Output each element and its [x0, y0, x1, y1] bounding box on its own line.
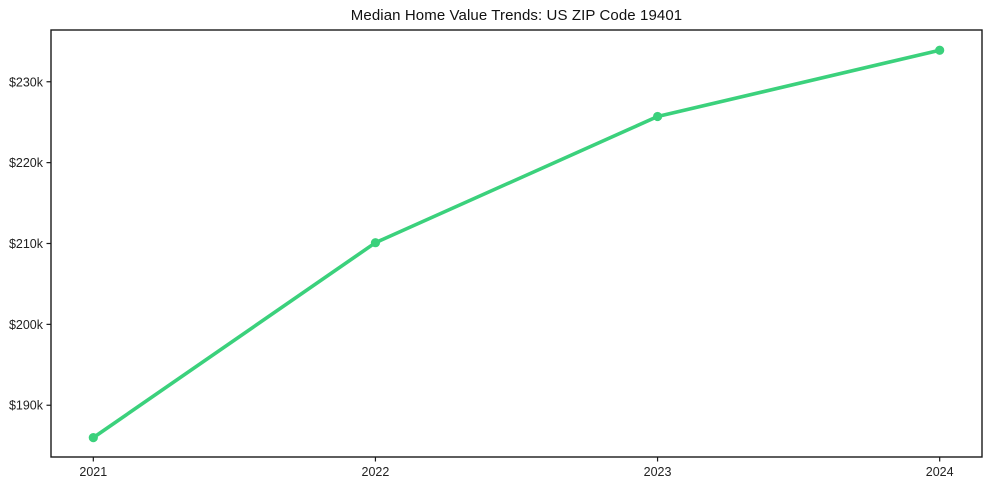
plot-area-border: [50, 29, 983, 458]
x-axis-tick-label: 2022: [362, 465, 390, 479]
y-axis-tick-label: $200k: [9, 318, 44, 332]
y-axis-tick-label: $210k: [9, 237, 44, 251]
x-axis-tick-label: 2023: [644, 465, 672, 479]
y-axis-tick-label: $220k: [9, 156, 44, 170]
y-axis-tick-label: $230k: [9, 75, 44, 89]
data-point-marker: [88, 432, 98, 443]
y-axis-tick-label: $190k: [9, 399, 44, 413]
data-point-marker: [935, 45, 945, 55]
x-axis-tick-label: 2024: [926, 465, 954, 479]
x-axis-tick-label: 2021: [79, 465, 107, 479]
data-point-marker: [370, 238, 381, 248]
chart-title: Median Home Value Trends: US ZIP Code 19…: [350, 7, 683, 24]
data-point-marker: [652, 111, 663, 122]
trend-line: [91, 48, 942, 440]
